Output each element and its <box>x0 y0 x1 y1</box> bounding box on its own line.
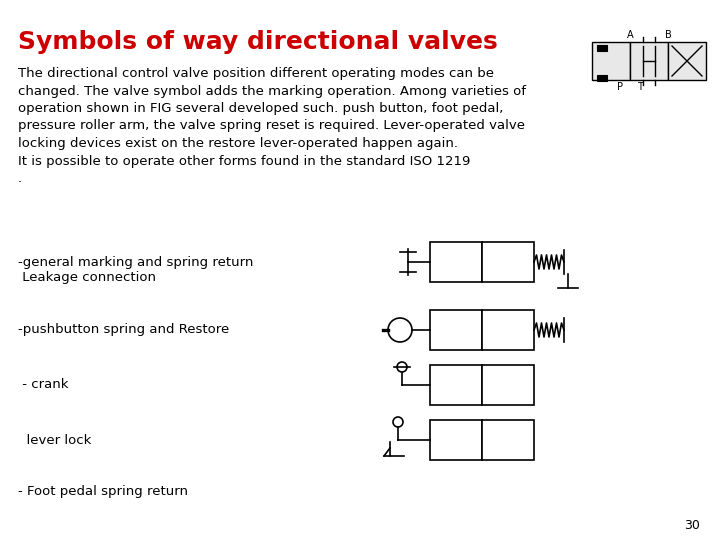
Text: B: B <box>665 30 671 40</box>
Text: - Foot pedal spring return: - Foot pedal spring return <box>18 485 188 498</box>
Bar <box>430 365 482 405</box>
Text: P: P <box>618 82 624 92</box>
Text: - crank: - crank <box>18 379 68 392</box>
Bar <box>482 420 534 460</box>
Text: A: A <box>626 30 634 40</box>
Text: -general marking and spring return
 Leakage connection: -general marking and spring return Leaka… <box>18 256 253 284</box>
Text: -pushbutton spring and Restore: -pushbutton spring and Restore <box>18 323 229 336</box>
Bar <box>592 42 630 80</box>
Bar <box>482 242 534 282</box>
Bar <box>630 42 668 80</box>
Bar <box>482 365 534 405</box>
Text: 30: 30 <box>684 519 700 532</box>
Bar <box>596 75 606 81</box>
Bar <box>430 310 482 350</box>
Bar <box>482 310 534 350</box>
Text: lever lock: lever lock <box>18 434 91 447</box>
Bar <box>430 420 482 460</box>
Bar <box>668 42 706 80</box>
Bar <box>430 242 482 282</box>
Bar <box>596 45 606 51</box>
Text: Symbols of way directional valves: Symbols of way directional valves <box>18 30 498 54</box>
Text: T: T <box>636 82 642 92</box>
Text: The directional control valve position different operating modes can be
changed.: The directional control valve position d… <box>18 67 526 185</box>
